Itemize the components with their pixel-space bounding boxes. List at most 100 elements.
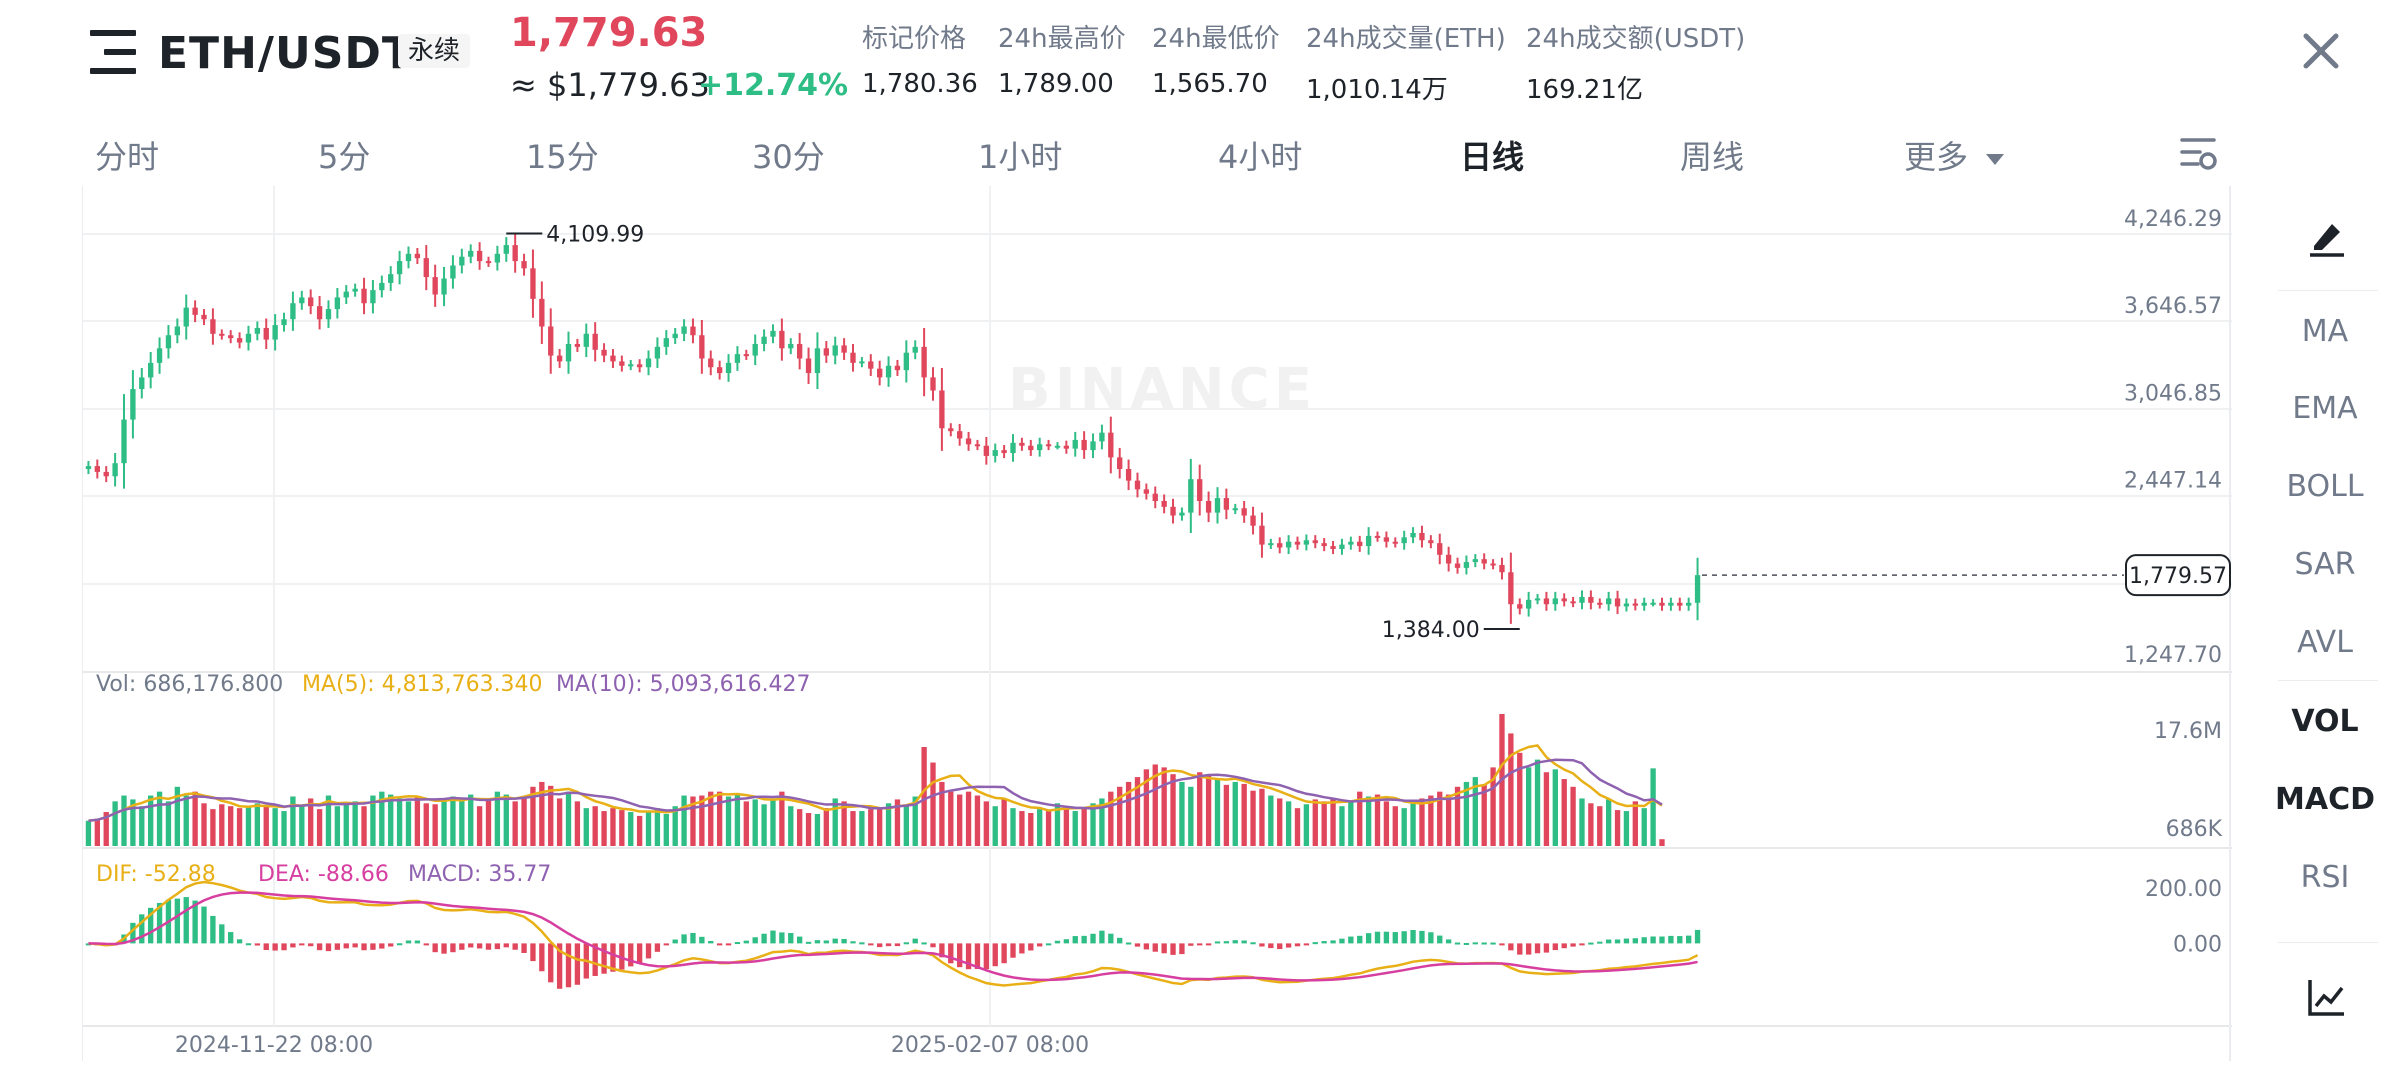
candle-body	[1508, 572, 1514, 605]
candle-body	[468, 250, 474, 257]
volume-bar	[1214, 779, 1221, 846]
tab-more[interactable]: 更多	[1904, 132, 2006, 178]
volume-bar	[272, 808, 278, 846]
tab-1w[interactable]: 周线	[1680, 138, 1745, 176]
macd-histogram-bar	[1454, 942, 1461, 945]
macd-histogram-bar	[850, 941, 856, 944]
macd-histogram-bar	[1054, 940, 1061, 944]
volume-bar	[1188, 786, 1194, 846]
volume-bar	[992, 806, 998, 846]
volume-bar	[1143, 769, 1150, 846]
tab-4h[interactable]: 4小时	[1218, 138, 1303, 176]
volume-bar	[1570, 786, 1576, 846]
macd-histogram-bar	[885, 943, 892, 947]
tab-1h[interactable]: 1小时	[978, 138, 1063, 176]
volume-bar	[1659, 839, 1665, 846]
volume-bar	[503, 794, 509, 846]
volume-bar	[1339, 806, 1345, 846]
volume-bar	[690, 796, 696, 846]
candle-body	[272, 325, 278, 340]
macd-histogram-bar	[370, 943, 376, 950]
volume-bar	[530, 786, 536, 846]
macd-histogram-bar	[556, 943, 563, 989]
kline-chart[interactable]: BINANCE 4,246.29 3,646.57 3,046.85 2,447.14 1…	[82, 186, 2232, 1061]
volume-bar	[263, 806, 269, 846]
candle-body	[219, 333, 225, 336]
volume-bar	[1445, 794, 1452, 846]
sidebar-item-sar[interactable]: SAR	[2294, 547, 2356, 582]
candle-body	[1090, 441, 1096, 451]
tab-30m[interactable]: 30分	[752, 138, 825, 176]
chart-settings-icon[interactable]	[2178, 134, 2218, 174]
sidebar-item-vol[interactable]: VOL	[2291, 704, 2359, 739]
tab-1d[interactable]: 日线	[1460, 138, 1525, 176]
macd-histogram-bar	[1588, 942, 1594, 945]
sidebar-item-boll[interactable]: BOLL	[2286, 469, 2364, 504]
kline-chart-canvas[interactable]: BINANCE 4,246.29 3,646.57 3,046.85 2,447.14 1…	[82, 186, 2232, 1061]
volume-bar	[414, 796, 421, 846]
vol-axis-label: 686K	[2166, 817, 2223, 842]
macd-histogram-bar	[174, 898, 181, 944]
candle-body	[103, 471, 109, 477]
volume-bar	[396, 798, 403, 846]
macd-histogram-bar	[1339, 938, 1345, 944]
draw-pen-icon[interactable]	[2306, 216, 2348, 258]
candle-body	[556, 355, 563, 362]
tab-5m[interactable]: 5分	[318, 138, 371, 176]
volume-bar	[539, 781, 545, 846]
price-axis-label: 3,046.85	[2124, 381, 2222, 406]
max-price-label: 4,109.99	[546, 222, 644, 247]
macd-histogram-bar	[1410, 929, 1416, 944]
macd-histogram-bar	[1197, 943, 1203, 946]
candle-body	[1357, 541, 1363, 547]
macd-histogram-bar	[423, 943, 429, 946]
macd-histogram-bar	[788, 933, 794, 944]
x-axis-label: 2025-02-07 08:00	[891, 1033, 1089, 1058]
volume-bar	[619, 810, 625, 846]
macd-histogram-bar	[1321, 941, 1327, 944]
tab-1m[interactable]: 分时	[95, 138, 160, 176]
volume-bar	[210, 809, 216, 846]
sidebar-item-ma[interactable]: MA	[2301, 314, 2349, 349]
candle-body	[1490, 563, 1496, 566]
indicator-chart-icon[interactable]	[2306, 976, 2348, 1018]
candle-body	[672, 333, 678, 339]
candle-body	[548, 326, 554, 356]
macd-histogram-bar	[388, 943, 394, 947]
macd-histogram-bar	[1294, 943, 1301, 947]
volume-bar	[494, 791, 501, 846]
macd-histogram-bar	[236, 939, 243, 944]
sidebar-item-rsi[interactable]: RSI	[2300, 860, 2350, 895]
candle-body	[1321, 543, 1327, 547]
volume-bar	[592, 806, 598, 846]
macd-histogram-bar	[432, 943, 438, 953]
macd-histogram-bar	[1010, 943, 1016, 958]
candle-body	[1125, 469, 1132, 481]
volume-bar	[681, 795, 687, 846]
macd-histogram-bar	[1650, 936, 1656, 944]
candle-body	[1632, 603, 1638, 606]
tab-15m[interactable]: 15分	[526, 138, 599, 176]
close-icon[interactable]	[2296, 26, 2346, 76]
macd-histogram-bar	[1312, 942, 1318, 945]
macd-histogram-bar	[1241, 940, 1247, 944]
sidebar-item-ema[interactable]: EMA	[2292, 391, 2358, 426]
sidebar-item-macd[interactable]: MACD	[2275, 782, 2375, 817]
candle-body	[1205, 500, 1212, 513]
sidebar-item-avl[interactable]: AVL	[2297, 625, 2353, 660]
candle-body	[1348, 541, 1354, 545]
volume-bar	[139, 806, 145, 846]
macd-histogram-bar	[254, 943, 261, 946]
candle-body	[1303, 540, 1310, 545]
volume-bar	[1117, 786, 1123, 846]
volume-bar	[734, 794, 741, 846]
volume-bar	[468, 794, 474, 846]
menu-icon[interactable]	[90, 30, 136, 74]
candle-body	[432, 277, 438, 295]
candle-body	[1588, 596, 1594, 603]
volume-bar	[965, 791, 972, 846]
macd-histogram-bar	[414, 940, 421, 944]
pair-title[interactable]: ETH/USDT	[158, 28, 413, 79]
candle-body	[174, 326, 181, 336]
candle-body	[1437, 543, 1443, 555]
